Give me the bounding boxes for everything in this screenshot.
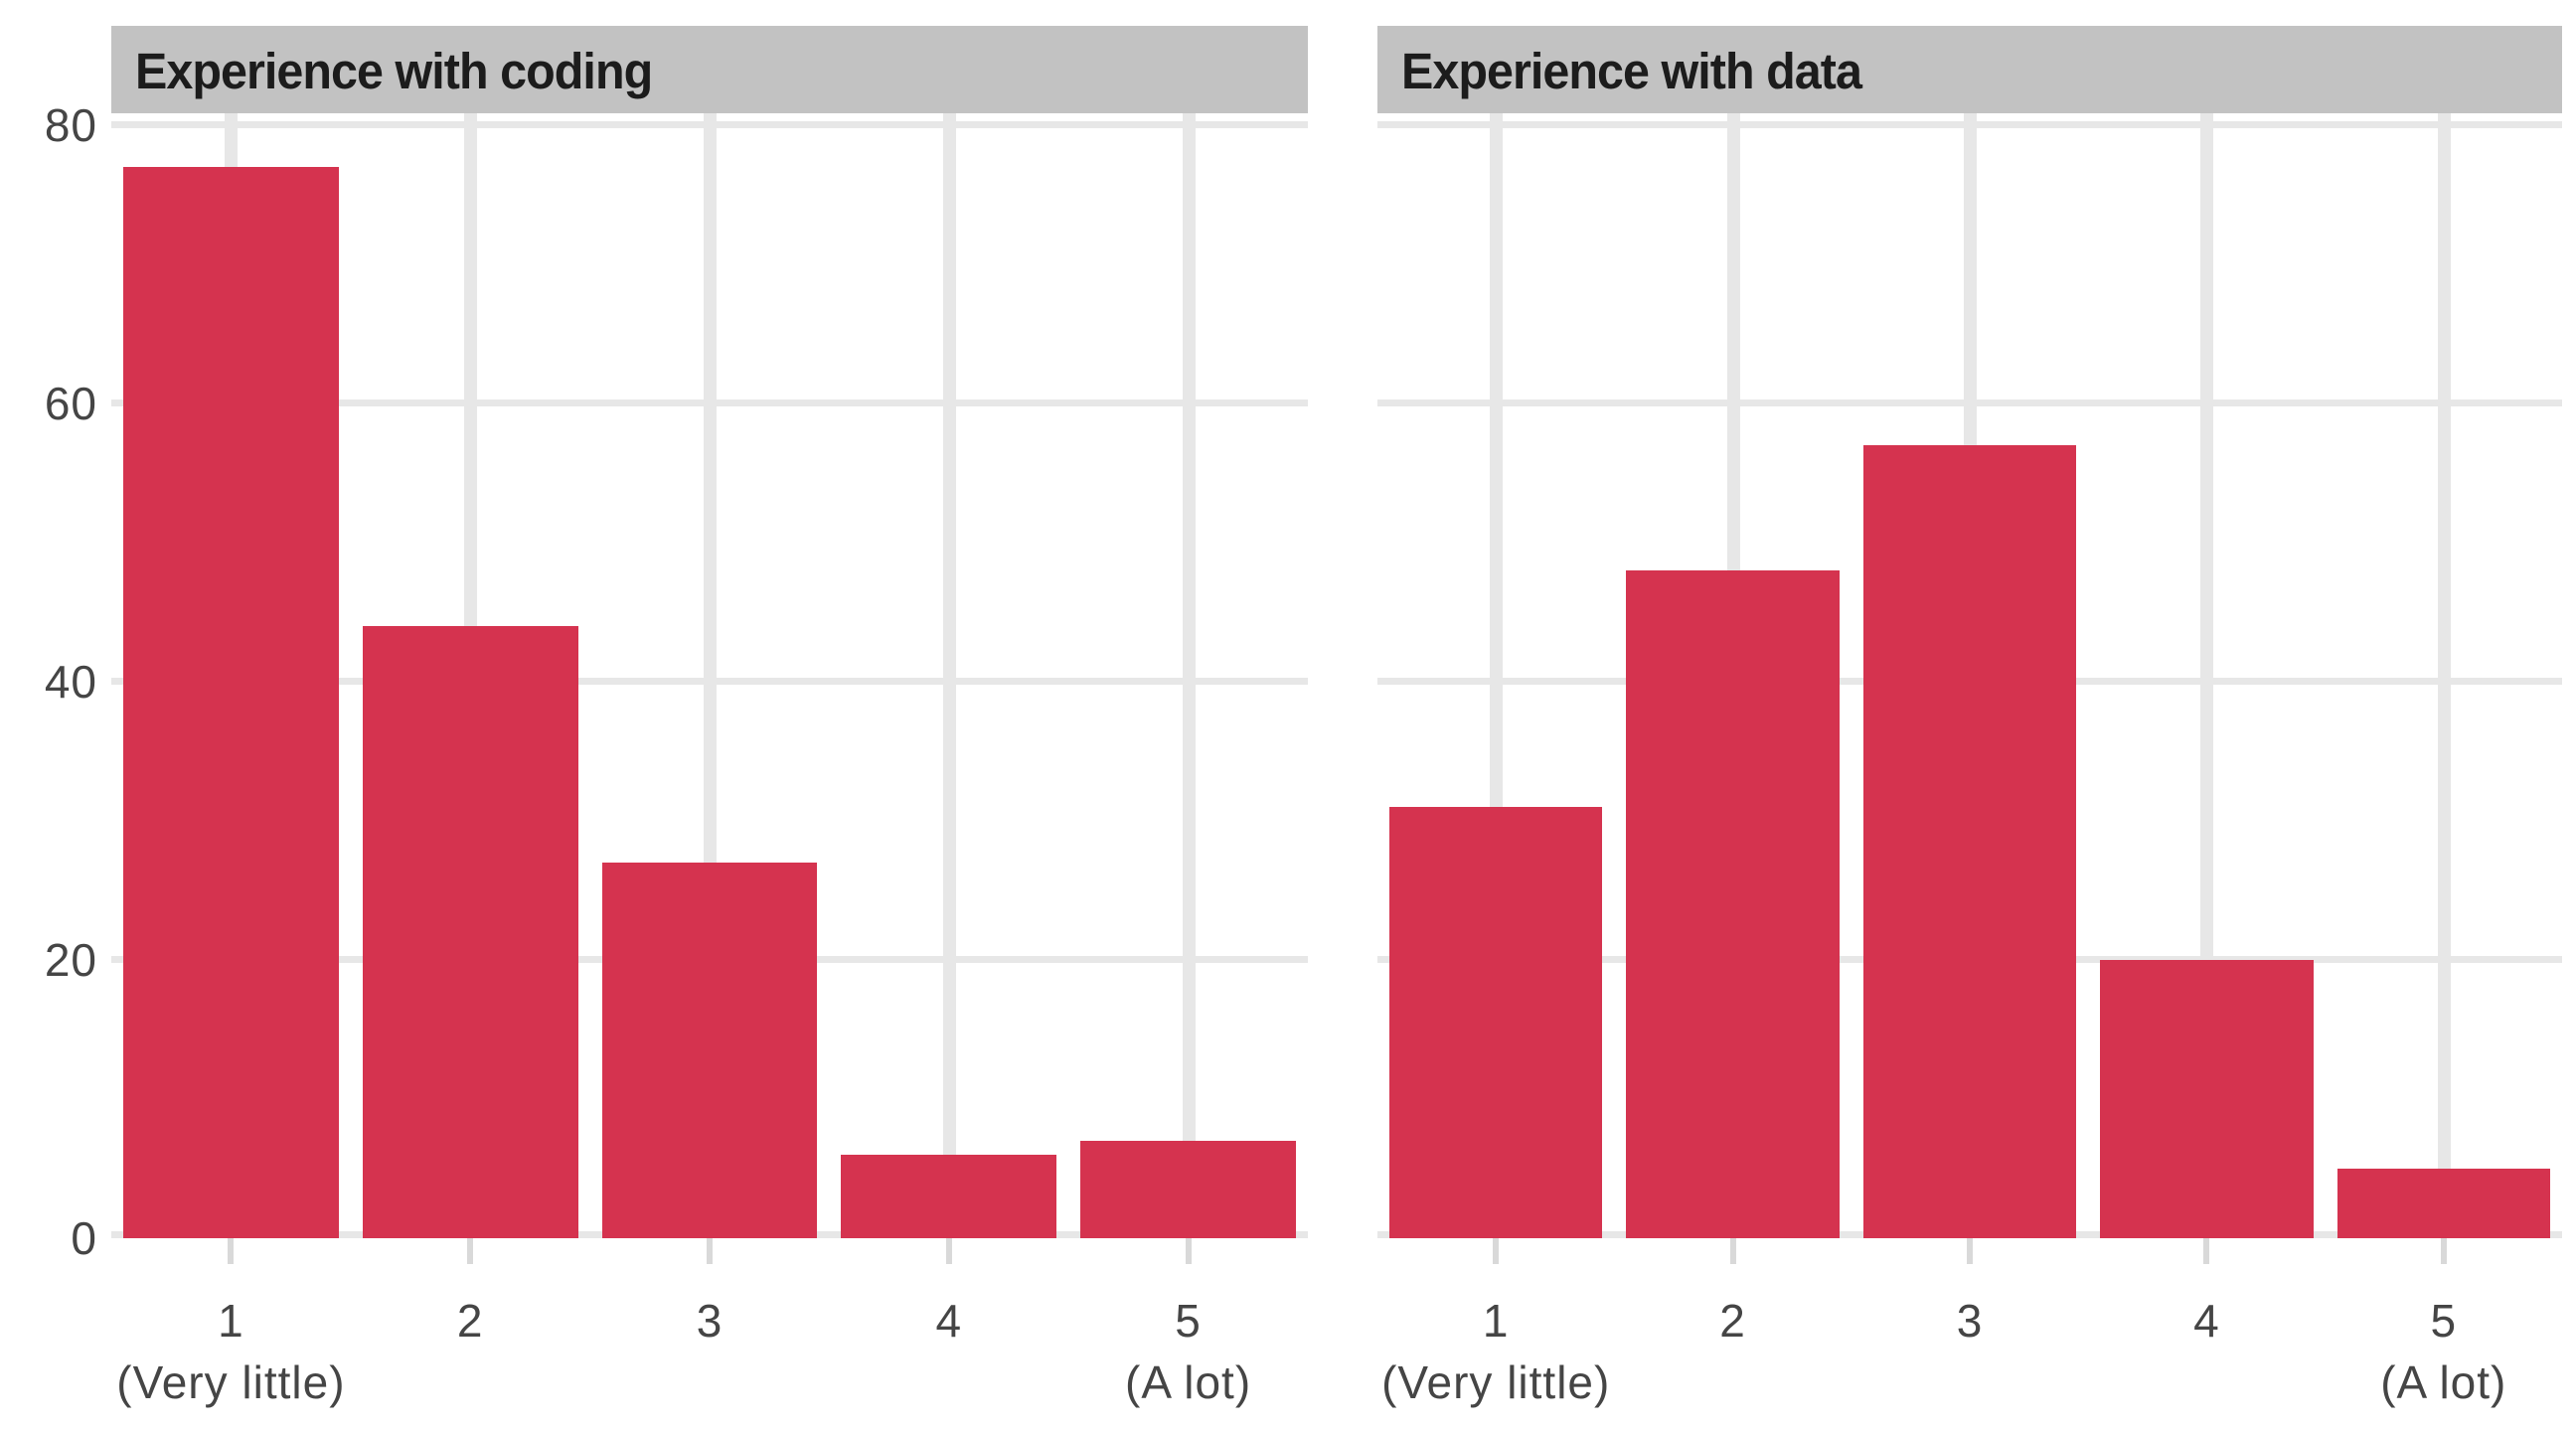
bar	[1080, 1141, 1296, 1238]
x-tick-label: 5	[2430, 1295, 2458, 1347]
x-tick-mark	[1185, 1238, 1192, 1264]
x-tick-label: 3	[1956, 1295, 1984, 1347]
x-tick-note: (A lot)	[1125, 1356, 1252, 1408]
bar	[1388, 807, 1603, 1238]
x-tick-mark	[945, 1238, 952, 1264]
gridline-horizontal	[1377, 399, 2562, 406]
gridline-horizontal	[111, 121, 1308, 128]
bar	[123, 167, 339, 1238]
x-tick-mark	[1493, 1238, 1500, 1264]
y-tick-label: 60	[44, 378, 97, 429]
facet-title: Experience with data	[1401, 43, 1862, 99]
facet-title-strip: Experience with data	[1377, 26, 2562, 113]
plot-area	[1377, 113, 2562, 1238]
bar	[2100, 960, 2314, 1238]
gridline-vertical	[1182, 113, 1196, 1238]
bar	[1862, 445, 2077, 1238]
x-tick-label: 4	[2193, 1295, 2220, 1347]
y-tick-label: 40	[44, 656, 97, 708]
x-tick-mark	[1967, 1238, 1973, 1264]
x-tick-label: 1	[218, 1295, 244, 1347]
bar	[1626, 570, 1840, 1238]
x-tick-mark	[2440, 1238, 2447, 1264]
facet-title: Experience with coding	[135, 43, 653, 99]
plot-area	[111, 113, 1308, 1238]
x-tick-mark	[2203, 1238, 2210, 1264]
bar	[362, 626, 578, 1238]
facet-experience-with-data: Experience with data 1 (Very little) 2 3 4 5 (…	[1377, 26, 2562, 1431]
bar	[841, 1155, 1057, 1238]
y-axis: 0 20 40 60 80	[0, 99, 97, 1264]
bar	[2336, 1169, 2551, 1238]
facet-title-strip: Experience with coding	[111, 26, 1308, 113]
x-axis: 1 (Very little) 2 3 4 5 (A lot)	[111, 1238, 1308, 1431]
gridline-horizontal	[111, 678, 1308, 685]
x-tick-mark	[707, 1238, 713, 1264]
x-tick-label: 2	[1719, 1295, 1746, 1347]
x-tick-label: 1	[1482, 1295, 1510, 1347]
x-axis: 1 (Very little) 2 3 4 5 (A lot)	[1377, 1238, 2562, 1431]
gridline-horizontal	[111, 399, 1308, 406]
x-tick-note: (Very little)	[1381, 1356, 1611, 1408]
x-tick-note: (Very little)	[116, 1356, 346, 1408]
gridline-vertical	[942, 113, 956, 1238]
y-tick-label: 80	[44, 99, 97, 151]
x-tick-mark	[228, 1238, 235, 1264]
x-tick-mark	[467, 1238, 474, 1264]
bar	[601, 863, 818, 1238]
x-tick-label: 2	[456, 1295, 484, 1347]
x-tick-label: 3	[696, 1295, 724, 1347]
facet-experience-with-coding: Experience with coding 1 (Very little) 2 3 4…	[111, 26, 1308, 1431]
x-tick-label: 4	[935, 1295, 963, 1347]
gridline-vertical	[2437, 113, 2451, 1238]
x-tick-label: 5	[1175, 1295, 1202, 1347]
gridline-horizontal	[1377, 121, 2562, 128]
y-tick-label: 20	[44, 934, 97, 986]
y-tick-label: 0	[71, 1212, 97, 1264]
x-tick-note: (A lot)	[2380, 1356, 2507, 1408]
x-tick-mark	[1729, 1238, 1736, 1264]
